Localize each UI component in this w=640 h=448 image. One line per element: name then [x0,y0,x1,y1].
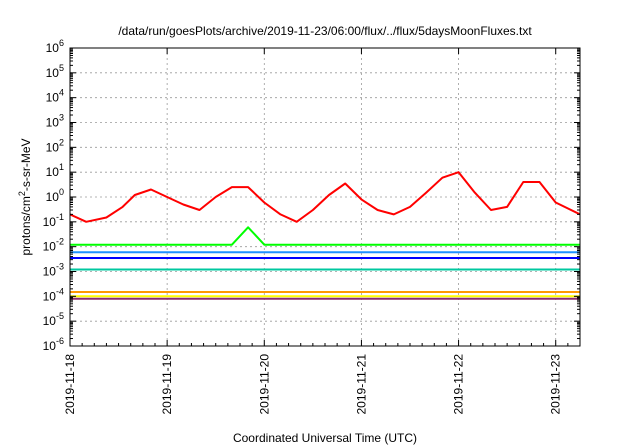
y-tick-exp: -6 [56,336,64,346]
x-axis-title: Coordinated Universal Time (UTC) [233,431,417,445]
y-axis-title-rest: -s-sr-MeV [19,138,33,191]
y-tick-exp: -3 [56,262,64,272]
y-tick-base: 10 [46,116,60,130]
y-tick-exp: -2 [56,237,64,247]
y-tick-base: 10 [43,289,57,303]
y-tick-label: 105 [46,63,64,80]
y-tick-label: 10-3 [43,262,64,279]
y-tick-exp: -4 [56,286,64,296]
x-tick-label: 2019-11-20 [257,354,271,415]
y-tick-label: 10-4 [43,286,64,303]
y-tick-exp: 1 [59,162,64,172]
y-tick-exp: 0 [59,187,64,197]
y-tick-label: 102 [46,137,64,154]
chart-title: /data/run/goesPlots/archive/2019-11-23/0… [118,24,532,38]
y-axis-title-main: protons/cm [19,196,33,255]
y-axis-title-exp: 2 [17,191,27,196]
y-tick-exp: -5 [56,311,64,321]
ticks [69,47,581,347]
x-tick-label: 2019-11-21 [354,354,368,415]
y-axis-title: protons/cm2-s-sr-MeV [17,138,33,255]
y-tick-base: 10 [43,314,57,328]
y-tick-base: 10 [43,240,57,254]
y-tick-base: 10 [46,66,60,80]
y-tick-label: 10-2 [43,237,64,254]
y-tick-base: 10 [43,215,57,229]
y-tick-labels: 10-610-510-410-310-210-11001011021031041… [43,38,64,353]
y-tick-exp: 4 [59,88,64,98]
x-tick-label: 2019-11-19 [160,354,174,415]
y-tick-label: 103 [46,113,64,130]
series-layer [70,171,580,300]
y-tick-label: 100 [46,187,64,204]
y-tick-base: 10 [46,140,60,154]
y-tick-base: 10 [46,190,60,204]
grid [69,48,580,346]
x-tick-label: 2019-11-18 [63,354,77,415]
y-tick-exp: 2 [59,137,64,147]
y-tick-label: 10-6 [43,336,64,353]
y-tick-exp: -1 [56,212,64,222]
y-tick-exp: 3 [59,113,64,123]
y-tick-label: 10-5 [43,311,64,328]
y-tick-exp: 5 [59,63,64,73]
y-tick-label: 10-1 [43,212,64,229]
y-tick-label: 106 [46,38,64,55]
y-tick-base: 10 [46,165,60,179]
y-tick-base: 10 [43,265,57,279]
x-tick-label: 2019-11-23 [549,354,563,415]
series-line-2 [70,226,580,246]
y-tick-base: 10 [43,339,57,353]
y-tick-label: 101 [46,162,64,179]
y-tick-exp: 6 [59,38,64,48]
y-tick-base: 10 [46,41,60,55]
series-line-1 [70,171,580,223]
x-tick-labels: 2019-11-18 2019-11-19 2019-11-20 2019-11-21… [63,354,563,415]
y-tick-label: 104 [46,88,64,105]
x-tick-label: 2019-11-22 [452,354,466,415]
y-tick-base: 10 [46,91,60,105]
